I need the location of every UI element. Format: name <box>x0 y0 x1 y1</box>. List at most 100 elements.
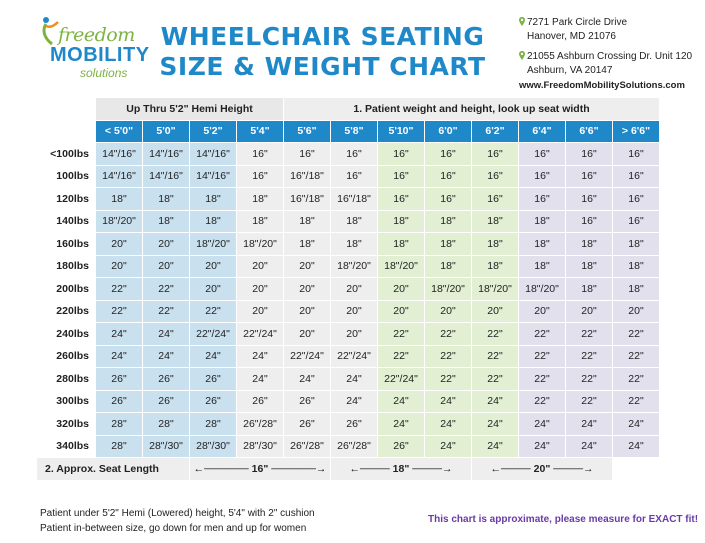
weight-label: 280lbs <box>37 368 95 390</box>
group-header-row: Up Thru 5'2" Hemi Height 1. Patient weig… <box>37 98 659 120</box>
seat-width-cell: 20" <box>237 278 283 300</box>
seat-width-cell: 20" <box>284 255 330 277</box>
seat-width-cell: 24" <box>566 435 612 457</box>
seat-width-cell: 22" <box>613 390 659 412</box>
seat-width-cell: 20" <box>284 300 330 322</box>
seat-width-cell: 24" <box>331 368 377 390</box>
seat-width-cell: 22" <box>96 300 142 322</box>
seat-width-cell: 16" <box>378 188 424 210</box>
table-row: 320lbs 28" 28" 28" 26"/28" 26" 26" 24" 24" 24" 24"… <box>37 413 659 435</box>
seat-width-cell: 14"/16" <box>96 165 142 187</box>
address-1-line-2: Hanover, MD 21076 <box>527 31 616 42</box>
table-row: 140lbs 18"/20" 18" 18" 18" 18" 18" 18" 18" 18" 18"… <box>37 210 659 232</box>
seat-width-cell: 20" <box>331 323 377 345</box>
seat-width-cell: 22" <box>472 323 518 345</box>
website-link[interactable]: www.FreedomMobilitySolutions.com <box>519 80 685 91</box>
seat-width-cell: 20" <box>190 278 236 300</box>
seat-width-cell: 18" <box>519 210 565 232</box>
seat-width-cell: 26" <box>331 413 377 435</box>
arrow-left-icon: ←────── <box>193 462 252 475</box>
company-logo[interactable]: freedom MOBILITY solutions <box>40 14 150 84</box>
seat-width-cell: 22" <box>472 368 518 390</box>
seat-width-cell: 22" <box>519 390 565 412</box>
seat-width-cell: 18" <box>519 233 565 255</box>
person-figure-icon <box>42 17 59 46</box>
arrow-right-icon: ────→ <box>409 462 453 475</box>
table-row: 120lbs 18" 18" 18" 18" 16"/18" 16"/18" 16" 16" 16… <box>37 188 659 210</box>
seat-width-cell: 18"/20" <box>237 233 283 255</box>
table-row: 260lbs 24" 24" 24" 24" 22"/24" 22"/24" 22" 22" 22… <box>37 345 659 367</box>
seat-width-cell: 18"/20" <box>378 255 424 277</box>
seat-length-16: ←────── 16" ──────→ <box>190 458 330 480</box>
seat-width-cell: 28" <box>190 413 236 435</box>
height-header: 6'4" <box>519 120 565 142</box>
table-row: 160lbs 20" 20" 18"/20" 18"/20" 18" 18" 18" 18" 18… <box>37 233 659 255</box>
seat-width-cell: 20" <box>237 300 283 322</box>
seat-width-cell: 16" <box>378 143 424 165</box>
seat-length-row: 2. Approx. Seat Length ←────── 16" ──────… <box>37 458 659 480</box>
seat-width-cell: 22" <box>425 345 471 367</box>
seat-width-cell: 28" <box>143 413 189 435</box>
seat-width-cell: 24" <box>237 345 283 367</box>
seat-width-cell: 20" <box>378 300 424 322</box>
weight-label: 100lbs <box>37 165 95 187</box>
height-header: 6'2" <box>472 120 518 142</box>
seat-width-cell: 28"/30" <box>237 435 283 457</box>
seat-width-cell: 22"/24" <box>378 368 424 390</box>
seat-width-cell: 18" <box>613 255 659 277</box>
seat-width-cell: 20" <box>378 278 424 300</box>
seat-width-cell: 16" <box>331 165 377 187</box>
seat-width-cell: 28" <box>96 435 142 457</box>
table-row: 200lbs 22" 22" 20" 20" 20" 20" 20" 18"/20" 18"/20… <box>37 278 659 300</box>
seating-chart-table: Up Thru 5'2" Hemi Height 1. Patient weig… <box>36 97 660 481</box>
seat-width-cell: 26" <box>143 368 189 390</box>
weight-label: 200lbs <box>37 278 95 300</box>
seat-width-cell: 22" <box>613 368 659 390</box>
seat-width-cell: 20" <box>331 278 377 300</box>
seat-width-cell: 18" <box>613 278 659 300</box>
seat-width-cell: 26" <box>378 435 424 457</box>
seat-width-cell: 20" <box>96 233 142 255</box>
seat-width-cell: 16"/18" <box>284 188 330 210</box>
seat-width-cell: 22" <box>566 390 612 412</box>
header: freedom MOBILITY solutions WHEELCHAIR SE… <box>0 0 705 92</box>
seat-width-cell: 18" <box>566 233 612 255</box>
seat-width-cell: 14"/16" <box>143 165 189 187</box>
seat-width-cell: 20" <box>96 255 142 277</box>
height-header: 5'10" <box>378 120 424 142</box>
seat-width-cell: 20" <box>190 255 236 277</box>
footer-note-2: Patient in-between size, go down for men… <box>40 523 307 534</box>
weight-label: 300lbs <box>37 390 95 412</box>
seat-width-cell: 24" <box>472 435 518 457</box>
seat-width-cell: 18" <box>190 188 236 210</box>
table-row: <100lbs 14"/16" 14"/16" 14"/16" 16" 16" 16" 16"… <box>37 143 659 165</box>
title-line-2: SIZE & WEIGHT CHART <box>159 52 486 81</box>
seat-width-cell: 16" <box>425 165 471 187</box>
seat-width-cell: 16" <box>566 143 612 165</box>
seat-width-cell: 16"/18" <box>331 188 377 210</box>
seat-width-cell: 28" <box>96 413 142 435</box>
seat-width-cell: 22" <box>378 323 424 345</box>
seat-width-cell: 16" <box>237 143 283 165</box>
table-row: 220lbs 22" 22" 22" 20" 20" 20" 20" 20" 20" 20" 20" 2… <box>37 300 659 322</box>
footer-note-1: Patient under 5'2" Hemi (Lowered) height… <box>40 508 315 519</box>
seat-width-cell: 22" <box>613 345 659 367</box>
seat-width-cell: 18" <box>425 255 471 277</box>
weight-label: 340lbs <box>37 435 95 457</box>
corner-cell <box>37 98 95 120</box>
seat-width-cell: 24" <box>143 345 189 367</box>
height-header: 5'8" <box>331 120 377 142</box>
seat-width-cell: 24" <box>613 413 659 435</box>
height-header: 6'6" <box>566 120 612 142</box>
seat-width-cell: 18"/20" <box>519 278 565 300</box>
seat-width-cell: 16" <box>425 143 471 165</box>
location-pin-icon <box>519 17 525 26</box>
seat-width-cell: 20" <box>284 323 330 345</box>
seat-length-20-value: 20" <box>533 462 551 475</box>
seat-width-cell: 26" <box>96 368 142 390</box>
seat-width-cell: 18" <box>378 210 424 232</box>
seat-width-cell: 22" <box>378 345 424 367</box>
seat-width-cell: 24" <box>378 413 424 435</box>
weight-label: 220lbs <box>37 300 95 322</box>
seat-width-cell: 24" <box>472 413 518 435</box>
